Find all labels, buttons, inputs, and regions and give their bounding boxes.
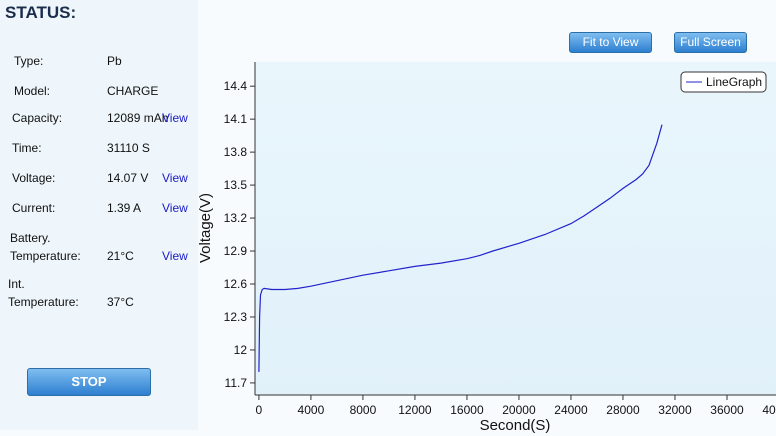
x-tick-label: 28000 bbox=[606, 403, 640, 417]
field-label: Time: bbox=[12, 141, 42, 155]
field-label: Current: bbox=[12, 201, 56, 215]
field-value: Pb bbox=[107, 54, 122, 68]
plot-area bbox=[255, 62, 776, 395]
field-value: CHARGE bbox=[107, 84, 159, 98]
x-tick-label: 0 bbox=[256, 403, 263, 417]
x-tick-label: 36000 bbox=[710, 403, 744, 417]
data-line bbox=[258, 124, 663, 372]
y-tick-label: 13.2 bbox=[224, 211, 248, 225]
field-label: Battery. bbox=[10, 231, 51, 245]
y-axis-label: Voltage(V) bbox=[197, 193, 214, 263]
status-panel: STATUS: Type: Pb Model: CHARGE Capacity: 1208… bbox=[0, 0, 198, 430]
legend-box bbox=[680, 71, 767, 93]
y-tick-label: 12.6 bbox=[224, 277, 248, 291]
field-value: 1.39 A bbox=[107, 201, 142, 215]
field-label: Type: bbox=[14, 54, 44, 68]
legend: LineGraph bbox=[680, 71, 767, 93]
legend-label: LineGraph bbox=[706, 75, 762, 89]
y-tick-label: 11.7 bbox=[225, 376, 248, 390]
x-tick-label: 24000 bbox=[554, 403, 588, 417]
x-axis-label: Second(S) bbox=[480, 417, 551, 434]
x-tick-label: 16000 bbox=[450, 403, 484, 417]
y-tick-label: 13.8 bbox=[224, 145, 248, 159]
x-tick-label: 32000 bbox=[658, 403, 692, 417]
field-value: 12089 mAh bbox=[107, 111, 169, 125]
y-tick-label: 13.5 bbox=[224, 178, 248, 192]
field-value: 14.07 V bbox=[107, 171, 149, 185]
field-label: Capacity: bbox=[12, 111, 63, 125]
view-link[interactable]: View bbox=[162, 249, 188, 263]
y-tick-label: 14.4 bbox=[224, 79, 248, 93]
view-link[interactable]: View bbox=[162, 201, 188, 215]
view-link[interactable]: View bbox=[162, 111, 188, 125]
y-tick-label: 12.3 bbox=[224, 310, 248, 324]
stop-button[interactable]: STOP bbox=[27, 368, 151, 396]
fit-to-view-button[interactable]: Fit to View bbox=[569, 32, 652, 53]
x-tick-label: 8000 bbox=[350, 403, 377, 417]
field-label: Int. bbox=[8, 277, 25, 291]
status-title: STATUS: bbox=[5, 3, 77, 22]
x-tick-label: 40000 bbox=[762, 403, 776, 417]
y-tick-label: 12.9 bbox=[224, 244, 248, 258]
x-tick-label: 12000 bbox=[398, 403, 432, 417]
field-value: 37°C bbox=[107, 295, 134, 309]
view-link[interactable]: View bbox=[162, 171, 188, 185]
y-tick-label: 12 bbox=[234, 343, 248, 357]
field-label: Voltage: bbox=[12, 171, 56, 185]
field-value: 31110 S bbox=[107, 141, 150, 155]
y-tick-label: 14.1 bbox=[224, 112, 248, 126]
field-value: 21°C bbox=[107, 249, 134, 263]
field-label: Temperature: bbox=[10, 249, 81, 263]
x-tick-label: 20000 bbox=[502, 403, 536, 417]
x-tick-label: 4000 bbox=[298, 403, 325, 417]
full-screen-button[interactable]: Full Screen bbox=[674, 32, 747, 53]
field-label: Temperature: bbox=[8, 295, 79, 309]
field-label: Model: bbox=[14, 84, 51, 98]
